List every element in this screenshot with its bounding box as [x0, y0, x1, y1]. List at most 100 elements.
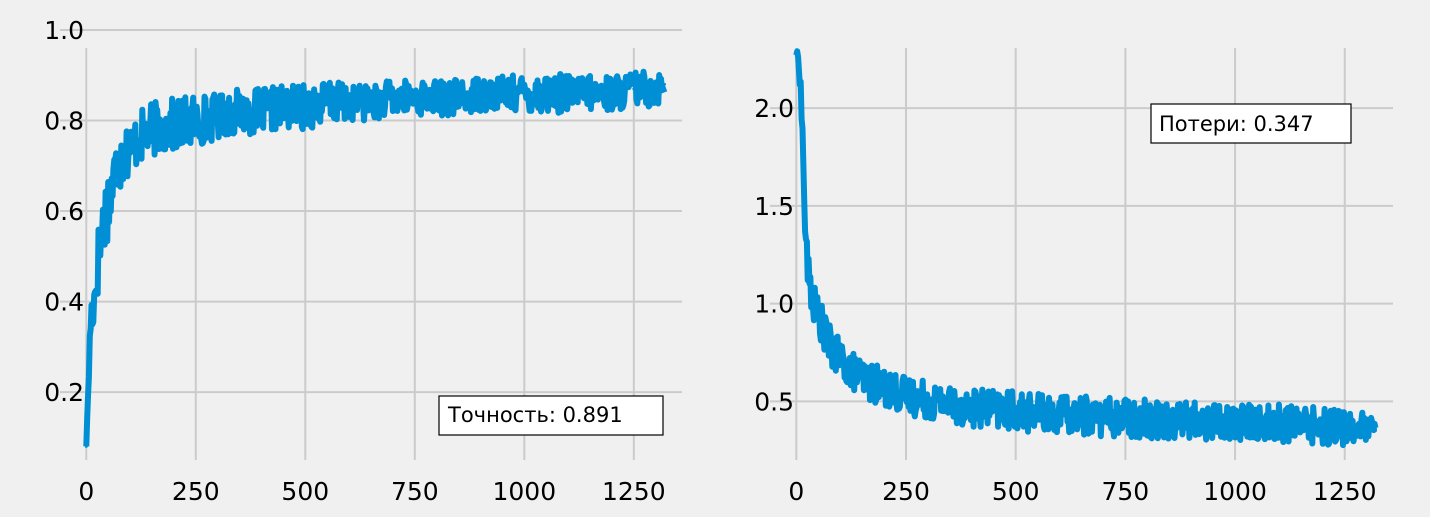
- loss-data-point: [1233, 421, 1237, 425]
- accuracy-data-point: [610, 91, 614, 95]
- accuracy-data-point: [216, 114, 220, 118]
- accuracy-data-point: [89, 318, 93, 322]
- accuracy-data-point: [347, 100, 351, 104]
- loss-data-point: [838, 356, 842, 360]
- accuracy-data-point: [369, 100, 373, 104]
- accuracy-data-point: [479, 91, 483, 95]
- loss-xtick-label: 0: [788, 477, 804, 506]
- loss-data-point: [970, 405, 974, 409]
- loss-data-point: [1255, 421, 1259, 425]
- loss-data-point: [1343, 425, 1347, 429]
- accuracy-data-point: [522, 91, 526, 95]
- loss-data-point: [816, 311, 820, 315]
- accuracy-data-point: [172, 123, 176, 127]
- loss-data-point: [1299, 423, 1303, 427]
- accuracy-xtick-label: 1000: [492, 477, 556, 506]
- loss-data-point: [1058, 413, 1062, 417]
- loss-data-point: [829, 347, 833, 351]
- loss-data-point: [1080, 413, 1083, 417]
- loss-data-point: [926, 397, 930, 401]
- accuracy-ytick-label: 0.2: [44, 378, 84, 407]
- loss-data-point: [821, 325, 825, 329]
- accuracy-data-point: [111, 182, 115, 186]
- loss-annotation-box: [1150, 103, 1352, 144]
- accuracy-data-point: [238, 109, 242, 113]
- accuracy-tick-labels: 0 250 500 750 1000 1250 0.2 0.4 0.6 0.8 1.0: [44, 16, 665, 506]
- accuracy-data-point: [84, 444, 88, 448]
- accuracy-data-point: [106, 200, 110, 204]
- loss-data-point: [797, 57, 801, 61]
- accuracy-chart: 0 250 500 750 1000 1250 0.2 0.4 0.6 0.8 1.0 Точнос…: [44, 16, 682, 506]
- loss-data-point: [1167, 417, 1171, 421]
- loss-data-point: [801, 145, 805, 149]
- accuracy-annotation-text: Точность: 0.891: [447, 403, 623, 427]
- accuracy-data-point: [391, 96, 395, 100]
- accuracy-xtick-label: 500: [281, 477, 329, 506]
- loss-data-point: [1014, 409, 1018, 413]
- loss-annotation-text: Потери: 0.347: [1159, 112, 1314, 136]
- loss-data-point: [1211, 419, 1215, 423]
- accuracy-data-point: [128, 146, 132, 150]
- loss-data-point: [1321, 423, 1325, 427]
- loss-xtick-label: 1000: [1203, 477, 1267, 506]
- accuracy-data-point: [119, 155, 123, 159]
- loss-data-point: [860, 376, 864, 380]
- loss-data-point: [1036, 411, 1040, 415]
- loss-data-point: [825, 337, 829, 341]
- accuracy-data-point: [544, 91, 548, 95]
- accuracy-xtick-label: 1250: [602, 477, 666, 506]
- accuracy-data-point: [303, 105, 307, 109]
- accuracy-data-point: [281, 105, 285, 109]
- accuracy-ytick-label: 1.0: [44, 16, 84, 45]
- accuracy-annotation-box: [438, 395, 664, 436]
- loss-xtick-label: 500: [992, 477, 1040, 506]
- loss-data-point: [1277, 421, 1281, 425]
- accuracy-data-point: [102, 218, 106, 222]
- loss-ytick-label: 0.5: [754, 387, 794, 416]
- loss-data-point: [807, 282, 811, 286]
- accuracy-ytick-label: 0.8: [44, 107, 84, 136]
- loss-data-point: [805, 263, 809, 267]
- accuracy-series: [83, 68, 668, 448]
- loss-annotation: Потери: 0.347: [1150, 103, 1352, 144]
- loss-data-point: [1101, 415, 1105, 419]
- loss-xtick-label: 1250: [1313, 477, 1377, 506]
- accuracy-ytick-label: 0.6: [44, 197, 84, 226]
- loss-data-point: [847, 366, 851, 370]
- accuracy-data-point: [457, 96, 461, 100]
- loss-data-point: [948, 401, 952, 405]
- loss-tick-labels: 0 250 500 750 1000 1250 0.5 1.0 1.5 2.0: [754, 94, 1376, 506]
- loss-series-line: [793, 48, 1379, 449]
- accuracy-annotation: Точность: 0.891: [438, 395, 664, 436]
- loss-data-point: [882, 386, 886, 390]
- accuracy-data-point: [566, 91, 570, 95]
- loss-xtick-label: 250: [882, 477, 930, 506]
- loss-data-point: [803, 223, 807, 227]
- accuracy-data-point: [662, 82, 666, 86]
- accuracy-data-point: [654, 87, 658, 91]
- loss-data-point: [812, 302, 816, 306]
- loss-data-point: [992, 407, 996, 411]
- loss-data-point: [1365, 427, 1369, 431]
- loss-data-point: [1145, 417, 1149, 421]
- accuracy-data-point: [194, 119, 198, 123]
- accuracy-xtick-label: 250: [172, 477, 220, 506]
- accuracy-ytick-label: 0.4: [44, 288, 84, 317]
- loss-data-point: [904, 394, 908, 397]
- loss-data-point: [794, 51, 798, 55]
- accuracy-xtick-label: 0: [78, 477, 94, 506]
- accuracy-data-point: [93, 291, 97, 295]
- loss-ytick-label: 1.0: [754, 290, 794, 319]
- loss-data-point: [799, 87, 803, 91]
- accuracy-data-point: [500, 91, 504, 95]
- accuracy-data-point: [137, 137, 141, 141]
- accuracy-data-point: [150, 128, 154, 132]
- accuracy-data-point: [97, 245, 101, 249]
- accuracy-data-point: [259, 109, 263, 113]
- accuracy-series-line: [83, 68, 668, 447]
- accuracy-xtick-label: 750: [391, 477, 439, 506]
- loss-data-point: [1373, 429, 1377, 433]
- accuracy-data-point: [632, 87, 636, 91]
